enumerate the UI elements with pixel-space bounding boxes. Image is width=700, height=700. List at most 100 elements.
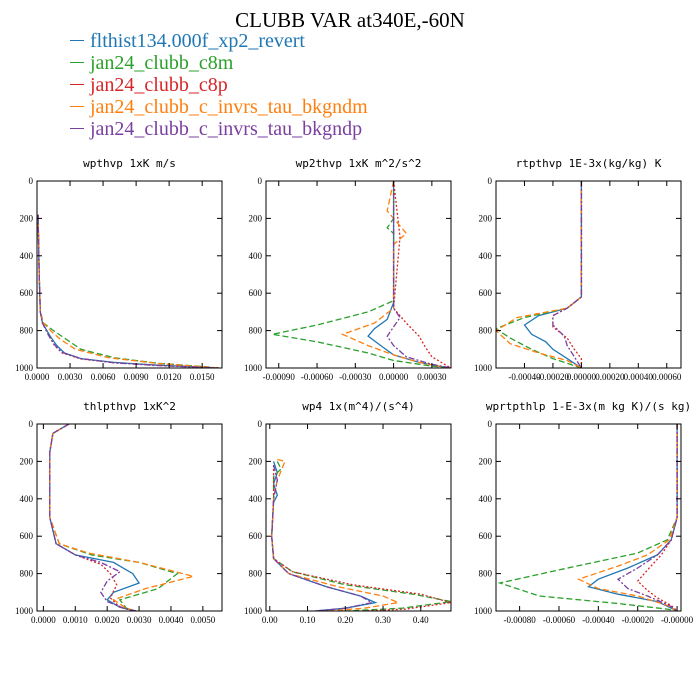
y-tick-label: 200: [20, 213, 34, 223]
series-line: [49, 424, 179, 611]
x-tick-label: 0.0030: [58, 372, 83, 382]
legend-item: jan24_clubb_c8p: [70, 74, 368, 96]
x-tick-label: 0.0000: [25, 372, 50, 382]
series-line: [616, 424, 678, 611]
legend-line-icon: [70, 61, 84, 63]
x-tick-label: -0.00060: [543, 615, 576, 625]
figure-title: CLUBB VAR at340E,-60N: [235, 8, 465, 32]
series-line: [271, 464, 374, 611]
y-tick-label: 1000: [15, 606, 34, 616]
x-tick-label: 0.00060: [652, 372, 682, 382]
panel-title: wpthvp 1xK m/s: [83, 157, 176, 170]
plot-frame: [265, 423, 452, 612]
series-line: [523, 181, 583, 368]
legend-label: jan24_clubb_c_invrs_tau_bkgndm: [90, 96, 368, 118]
x-tick-label: 0.0000: [31, 615, 56, 625]
panel-title: wprtpthlp 1-E-3x(m kg K)/(s kg): [486, 400, 691, 413]
series-line: [37, 214, 219, 368]
y-tick-label: 600: [249, 531, 263, 541]
x-tick-label: -0.00080: [503, 615, 536, 625]
y-tick-label: 600: [479, 531, 493, 541]
legend-line-icon: [70, 39, 84, 41]
y-tick-label: 400: [20, 494, 34, 504]
series-line: [386, 181, 451, 368]
legend-label: jan24_clubb_c8p: [90, 74, 228, 96]
series-line: [576, 424, 678, 611]
series-line: [392, 181, 451, 368]
x-tick-label: 0.0030: [127, 615, 152, 625]
x-tick-label: 0.40: [413, 615, 429, 625]
y-tick-label: 200: [249, 213, 263, 223]
panel-title: wp2thvp 1xK m^2/s^2: [296, 157, 422, 170]
plot-frame: [495, 180, 682, 369]
x-tick-label: -0.00060: [301, 372, 334, 382]
series-line: [367, 181, 451, 368]
series-line: [37, 214, 219, 368]
plot-frame: [36, 180, 223, 369]
panel-title: wp4 1x(m^4)/(s^4): [302, 400, 415, 413]
x-tick-label: 0.00: [262, 615, 278, 625]
y-tick-label: 600: [479, 288, 493, 298]
panel-title: thlpthvp 1xK^2: [83, 400, 176, 413]
x-tick-label: 0.0090: [124, 372, 149, 382]
series-line: [49, 424, 141, 611]
y-tick-label: 0: [258, 419, 263, 429]
series-line: [552, 181, 583, 368]
panel-6: wprtpthlp 1-E-3x(m kg K)/(s kg) 0 200 400 60…: [474, 400, 694, 625]
legend: flthist134.000f_xp2_revert jan24_clubb_c8…: [70, 30, 368, 140]
series-line: [49, 424, 194, 611]
y-tick-label: 800: [249, 326, 263, 336]
legend-line-icon: [70, 105, 84, 107]
series-line: [636, 424, 678, 611]
legend-item: jan24_clubb_c_invrs_tau_bkgndm: [70, 96, 368, 118]
x-tick-label: 0.00020: [595, 372, 625, 382]
legend-label: jan24_clubb_c_invrs_tau_bkgndp: [90, 118, 363, 140]
legend-line-icon: [70, 127, 84, 129]
series-line: [37, 214, 219, 368]
y-tick-label: 0: [488, 419, 493, 429]
panel-3: rtpthvp 1E-3x(kg/kg) K 0 200 400 600 800 1000 -…: [474, 157, 682, 382]
y-tick-label: 600: [20, 288, 34, 298]
x-tick-label: 0.10: [300, 615, 316, 625]
x-tick-label: 0.0010: [63, 615, 88, 625]
y-tick-label: 0: [29, 419, 34, 429]
x-tick-label: 0.0020: [95, 615, 120, 625]
y-tick-label: 0: [258, 176, 263, 186]
y-tick-label: 400: [479, 251, 493, 261]
legend-label: flthist134.000f_xp2_revert: [90, 30, 305, 52]
y-tick-label: 400: [249, 494, 263, 504]
y-tick-label: 1000: [474, 363, 493, 373]
y-tick-label: 200: [479, 213, 493, 223]
y-tick-label: 600: [20, 531, 34, 541]
y-tick-label: 0: [29, 176, 34, 186]
y-tick-label: 800: [20, 569, 34, 579]
y-tick-label: 200: [20, 456, 34, 466]
y-tick-label: 800: [479, 569, 493, 579]
x-tick-label: -0.00040: [582, 615, 615, 625]
plot-frame: [495, 423, 682, 612]
x-tick-label: 0.0050: [190, 615, 215, 625]
series-line: [497, 424, 678, 611]
series-line: [49, 424, 137, 611]
x-tick-label: 0.0060: [91, 372, 116, 382]
x-tick-label: 0.0150: [190, 372, 215, 382]
series-line: [271, 461, 378, 611]
x-tick-label: 0.00000: [379, 372, 409, 382]
y-tick-label: 200: [249, 456, 263, 466]
x-tick-label: -0.00030: [339, 372, 372, 382]
panel-2: wp2thvp 1xK m^2/s^202004006008001000-0.0…: [244, 157, 452, 382]
series-line: [271, 465, 451, 611]
x-tick-label: -0.00000: [661, 615, 694, 625]
series-line: [587, 424, 678, 611]
x-tick-label: -0.00040: [508, 372, 541, 382]
x-tick-label: -0.00020: [622, 615, 655, 625]
y-tick-label: 1000: [474, 606, 493, 616]
panel-title: rtpthvp 1E-3x(kg/kg) K: [516, 157, 662, 170]
y-tick-label: 400: [20, 251, 34, 261]
series-line: [37, 214, 219, 368]
y-tick-label: 400: [249, 251, 263, 261]
legend-item: jan24_clubb_c_invrs_tau_bkgndp: [70, 118, 368, 140]
